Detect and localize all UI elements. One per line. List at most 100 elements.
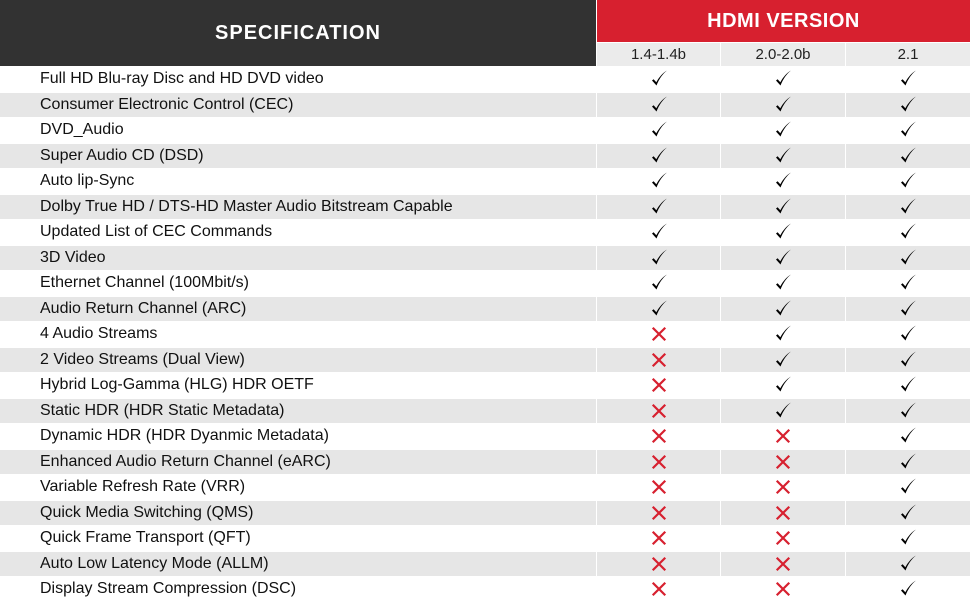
support-cell: [720, 143, 845, 168]
check-icon: [773, 324, 793, 344]
specification-heading: SPECIFICATION: [0, 0, 596, 66]
support-cell: [845, 373, 970, 398]
check-icon: [898, 477, 918, 497]
table-row: Full HD Blu-ray Disc and HD DVD video: [0, 66, 970, 92]
support-cell: [720, 424, 845, 449]
support-cell: [596, 424, 720, 449]
check-icon: [898, 426, 918, 446]
table-row: Quick Frame Transport (QFT): [0, 525, 970, 551]
row-label: 4 Audio Streams: [40, 325, 158, 343]
support-cell: [596, 296, 720, 321]
table-row: Auto lip-Sync: [0, 168, 970, 194]
check-icon: [898, 324, 918, 344]
support-cell: [720, 118, 845, 143]
table-row: Quick Media Switching (QMS): [0, 499, 970, 525]
check-icon: [898, 273, 918, 293]
check-icon: [773, 171, 793, 191]
table-row: Display Stream Compression (DSC): [0, 576, 970, 600]
support-cell: [845, 347, 970, 372]
check-icon: [898, 95, 918, 115]
table-row: Dolby True HD / DTS-HD Master Audio Bits…: [0, 193, 970, 219]
row-label: Consumer Electronic Control (CEC): [40, 95, 294, 113]
support-cell: [720, 194, 845, 219]
support-cell: [720, 245, 845, 270]
version-column-3: 2.1: [845, 42, 970, 66]
support-cell: [596, 194, 720, 219]
table-row: 2 Video Streams (Dual View): [0, 346, 970, 372]
check-icon: [773, 197, 793, 217]
support-cell: [596, 577, 720, 600]
check-icon: [649, 248, 669, 268]
check-icon: [773, 299, 793, 319]
support-cell: [845, 92, 970, 117]
check-icon: [773, 95, 793, 115]
check-icon: [898, 554, 918, 574]
check-icon: [649, 146, 669, 166]
table-row: Variable Refresh Rate (VRR): [0, 474, 970, 500]
cross-icon: [649, 375, 669, 395]
support-cell: [596, 500, 720, 525]
cross-icon: [649, 477, 669, 497]
row-label: Quick Frame Transport (QFT): [40, 529, 251, 547]
check-icon: [898, 579, 918, 599]
check-icon: [898, 528, 918, 548]
check-icon: [649, 273, 669, 293]
support-cell: [596, 92, 720, 117]
table-row: Enhanced Audio Return Channel (eARC): [0, 448, 970, 474]
check-icon: [649, 299, 669, 319]
check-icon: [649, 95, 669, 115]
check-icon: [773, 273, 793, 293]
support-cell: [596, 220, 720, 245]
table-row: 4 Audio Streams: [0, 321, 970, 347]
row-label: Enhanced Audio Return Channel (eARC): [40, 452, 331, 470]
support-cell: [720, 577, 845, 600]
table-row: Audio Return Channel (ARC): [0, 295, 970, 321]
check-icon: [898, 171, 918, 191]
support-cell: [596, 526, 720, 551]
support-cell: [845, 475, 970, 500]
check-icon: [898, 299, 918, 319]
support-cell: [845, 398, 970, 423]
check-icon: [898, 401, 918, 421]
cross-icon: [649, 350, 669, 370]
support-cell: [845, 296, 970, 321]
support-cell: [845, 526, 970, 551]
support-cell: [596, 322, 720, 347]
table-row: Super Audio CD (DSD): [0, 142, 970, 168]
check-icon: [649, 120, 669, 140]
cross-icon: [773, 426, 793, 446]
support-cell: [845, 194, 970, 219]
cross-icon: [649, 554, 669, 574]
cross-icon: [773, 579, 793, 599]
support-cell: [720, 271, 845, 296]
cross-icon: [773, 503, 793, 523]
row-label: Hybrid Log-Gamma (HLG) HDR OETF: [40, 376, 314, 394]
row-label: Auto Low Latency Mode (ALLM): [40, 554, 269, 572]
table-body: Full HD Blu-ray Disc and HD DVD video Con…: [0, 66, 970, 600]
cross-icon: [649, 401, 669, 421]
support-cell: [596, 169, 720, 194]
row-label: Variable Refresh Rate (VRR): [40, 478, 246, 496]
cross-icon: [773, 554, 793, 574]
row-label: Auto lip-Sync: [40, 172, 135, 190]
support-cell: [720, 551, 845, 576]
table-row: Ethernet Channel (100Mbit/s): [0, 270, 970, 296]
support-cell: [845, 424, 970, 449]
cross-icon: [773, 452, 793, 472]
check-icon: [898, 375, 918, 395]
cross-icon: [649, 452, 669, 472]
check-icon: [649, 197, 669, 217]
support-cell: [596, 347, 720, 372]
check-icon: [773, 350, 793, 370]
table-row: Dynamic HDR (HDR Dyanmic Metadata): [0, 423, 970, 449]
support-cell: [596, 449, 720, 474]
support-cell: [720, 475, 845, 500]
check-icon: [773, 120, 793, 140]
support-cell: [845, 220, 970, 245]
row-label: Super Audio CD (DSD): [40, 146, 204, 164]
version-columns: 1.4-1.4b 2.0-2.0b 2.1: [596, 42, 970, 66]
table-row: Updated List of CEC Commands: [0, 219, 970, 245]
support-cell: [845, 143, 970, 168]
support-cell: [596, 245, 720, 270]
